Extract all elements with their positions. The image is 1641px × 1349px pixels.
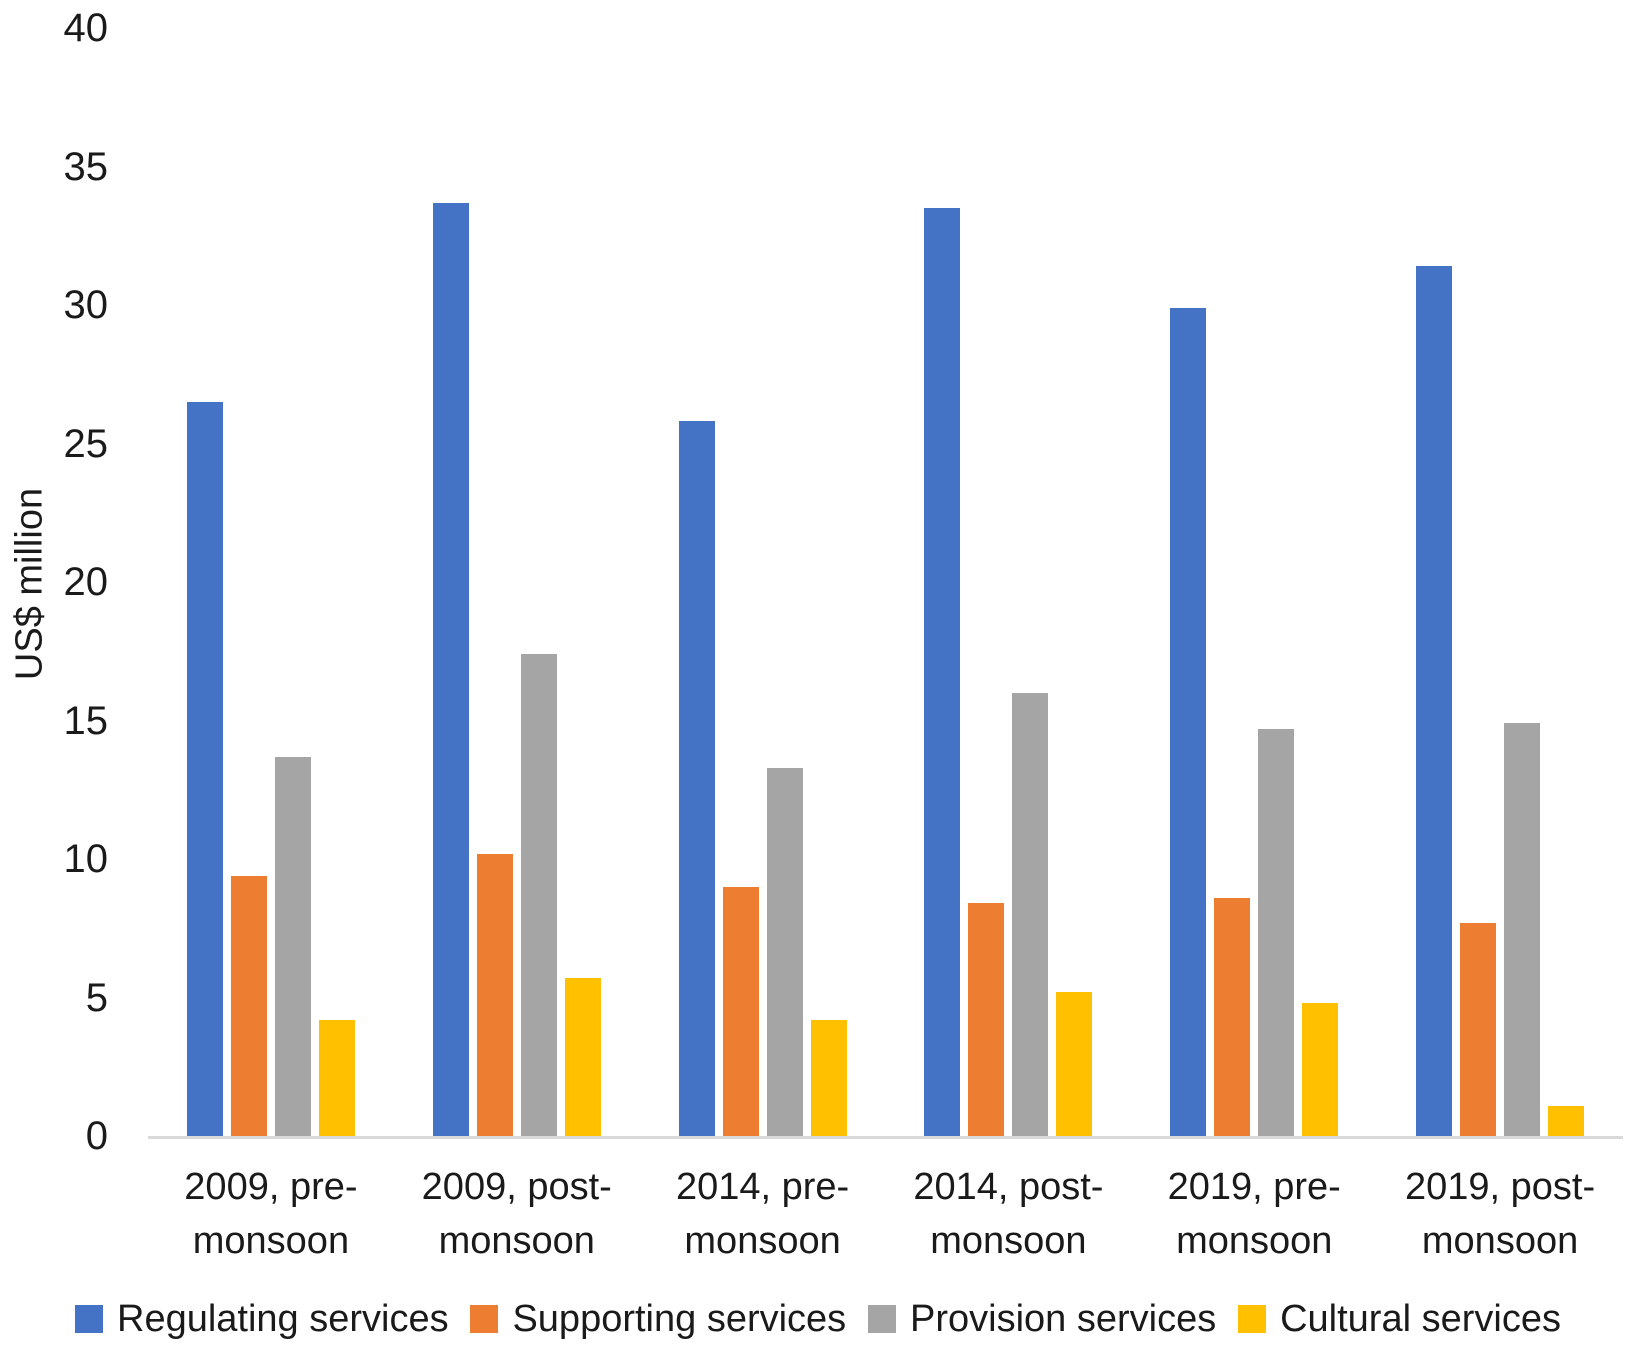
legend-swatch-provision-services [868, 1305, 897, 1333]
y-tick-label-20: 20 [63, 560, 109, 604]
legend-label-supporting-services: Supporting services [512, 1298, 847, 1340]
bar-provision-services-2014-pre-monsoon [766, 767, 803, 1136]
legend-label-cultural-services: Cultural services [1280, 1298, 1561, 1340]
bar-group-2014-post-monsoon [885, 28, 1131, 1136]
y-tick-label-30: 30 [63, 283, 109, 327]
bar-cultural-services-2019-pre-monsoon [1302, 1003, 1339, 1136]
x-category-label-line: 2019, post- [1404, 1166, 1596, 1208]
x-axis-labels: 2009, pre-monsoon 2009, post-monsoon 2014,… [148, 1160, 1623, 1268]
y-tick-label-15: 15 [63, 698, 109, 743]
y-tick-label-40: 40 [63, 6, 109, 50]
legend-swatch-cultural-services [1238, 1305, 1267, 1333]
y-tick-label-0: 0 [85, 1114, 108, 1158]
bar-regulating-services-2019-pre-monsoon [1170, 307, 1207, 1136]
bar-provision-services-2014-post-monsoon [1012, 692, 1049, 1136]
legend-item-supporting-services: Supporting services [470, 1296, 846, 1342]
y-tick-label-10: 10 [63, 837, 109, 881]
legend: Regulating services Supporting services Pr… [0, 1296, 1641, 1342]
bar-group-2019-post-monsoon [1377, 28, 1623, 1136]
legend-item-regulating-services: Regulating services [75, 1296, 449, 1342]
y-tick-label-5: 5 [85, 975, 108, 1020]
x-category-label-2019-post-monsoon: 2019, post-monsoon [1377, 1160, 1623, 1268]
bar-cultural-services-2009-post-monsoon [564, 978, 601, 1136]
plot-groups [148, 28, 1623, 1136]
bar-regulating-services-2019-post-monsoon [1416, 266, 1453, 1136]
bar-regulating-services-2014-pre-monsoon [678, 421, 715, 1136]
bar-cultural-services-2019-post-monsoon [1548, 1105, 1585, 1136]
bar-supporting-services-2014-pre-monsoon [722, 886, 759, 1136]
x-category-label-line: monsoon [684, 1220, 841, 1262]
x-category-label-2009-pre-monsoon: 2009, pre-monsoon [148, 1160, 394, 1268]
x-category-label-2009-post-monsoon: 2009, post-monsoon [394, 1160, 640, 1268]
x-category-label-line: 2014, post- [913, 1166, 1104, 1208]
legend-swatch-regulating-services [75, 1305, 103, 1333]
x-category-label-2014-post-monsoon: 2014, post-monsoon [885, 1160, 1131, 1268]
x-category-label-line: monsoon [438, 1220, 595, 1262]
legend-item-cultural-services: Cultural services [1238, 1296, 1561, 1342]
x-category-label-2019-pre-monsoon: 2019, pre-monsoon [1131, 1160, 1377, 1268]
bar-group-2019-pre-monsoon [1131, 28, 1377, 1136]
bar-cultural-services-2014-post-monsoon [1056, 992, 1093, 1136]
x-category-label-line: 2019, pre- [1167, 1166, 1341, 1208]
x-category-label-line: 2014, pre- [675, 1166, 850, 1208]
legend-swatch-supporting-services [470, 1305, 499, 1333]
x-category-label-2014-pre-monsoon: 2014, pre-monsoon [640, 1160, 886, 1268]
bar-group-2014-pre-monsoon [640, 28, 886, 1136]
bar-provision-services-2019-post-monsoon [1504, 723, 1541, 1136]
x-category-label-line: monsoon [192, 1220, 350, 1262]
y-tick-label-35: 35 [63, 144, 109, 189]
x-category-label-line: 2009, pre- [184, 1166, 358, 1208]
bar-supporting-services-2009-post-monsoon [476, 853, 513, 1136]
x-category-label-line: 2009, post- [421, 1166, 612, 1208]
legend-item-provision-services: Provision services [868, 1296, 1216, 1342]
y-tick-label-25: 25 [63, 421, 109, 466]
bar-group-2009-pre-monsoon [148, 28, 394, 1136]
bar-provision-services-2009-pre-monsoon [274, 756, 311, 1136]
x-category-label-line: monsoon [1176, 1220, 1333, 1262]
bar-regulating-services-2009-post-monsoon [432, 202, 469, 1136]
x-category-label-line: monsoon [930, 1220, 1087, 1262]
bar-supporting-services-2014-post-monsoon [968, 903, 1005, 1136]
bar-supporting-services-2009-pre-monsoon [230, 875, 267, 1136]
bar-cultural-services-2014-pre-monsoon [810, 1019, 847, 1136]
bar-supporting-services-2019-pre-monsoon [1214, 897, 1251, 1136]
bar-regulating-services-2014-post-monsoon [924, 208, 961, 1136]
bar-supporting-services-2019-post-monsoon [1460, 922, 1497, 1136]
y-axis-ticks: 0 5 10 15 20 25 30 35 40 [0, 0, 109, 1349]
x-category-label-line: monsoon [1421, 1220, 1579, 1262]
bar-regulating-services-2009-pre-monsoon [186, 402, 223, 1136]
bar-provision-services-2009-post-monsoon [520, 654, 557, 1136]
bar-cultural-services-2009-pre-monsoon [318, 1019, 355, 1136]
plot-area [148, 28, 1623, 1139]
legend-label-regulating-services: Regulating services [117, 1298, 449, 1340]
legend-label-provision-services: Provision services [910, 1298, 1217, 1340]
bar-group-2009-post-monsoon [394, 28, 640, 1136]
bar-provision-services-2019-pre-monsoon [1258, 728, 1295, 1136]
